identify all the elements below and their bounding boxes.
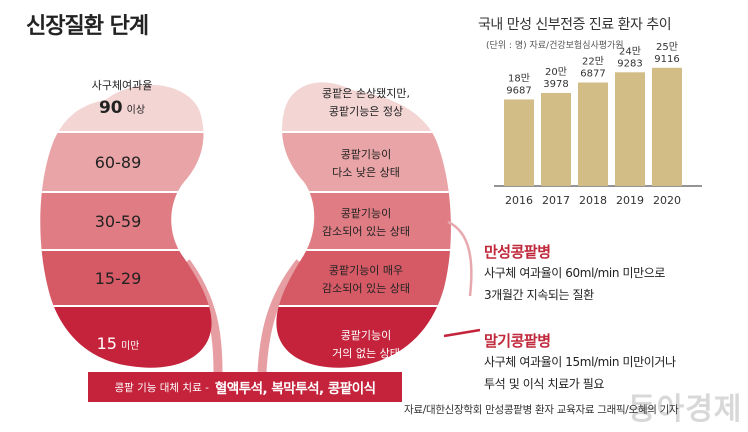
right-band-divider (276, 249, 451, 251)
right-stage-line: 콩팥기능이 (341, 329, 392, 342)
chronic-bracket (447, 220, 473, 297)
credit-line: 자료/대한신장학회 만성콩팥병 환자 교육자료 그래픽/오혜의 기자 (404, 404, 679, 416)
chart-bar (504, 99, 534, 186)
left-band-divider (40, 249, 212, 251)
chart-value-label: 20만 (545, 66, 567, 78)
right-stage-line: 콩팥은 손상됐지만, (322, 87, 410, 100)
left-band-divider (40, 191, 212, 193)
page-title: 신장질환 단계 (26, 14, 149, 39)
left-stage-value: 30-59 (95, 212, 142, 231)
right-stage-line: 거의 없는 상태 (332, 347, 400, 360)
left-stage-caption: 사구체여과율 (92, 79, 153, 92)
chart-category-label: 2020 (653, 194, 681, 207)
chart-bar (541, 92, 571, 186)
chart-category-label: 2017 (542, 194, 570, 207)
terminal-desc-1: 사구체 여과율이 15ml/min 미만이거나 (484, 355, 676, 369)
right-stage-band (276, 132, 451, 192)
chart-value-label: 25만 (656, 41, 678, 53)
chart-bar (578, 82, 608, 186)
right-stage-line: 콩팥기능이 (341, 148, 392, 161)
left-band-divider (40, 131, 212, 133)
chart-value-label: 24만 (619, 45, 641, 57)
chart-category-label: 2019 (616, 194, 644, 207)
left-stage-value: 60-89 (95, 153, 142, 172)
chart-value-label: 9687 (506, 85, 531, 96)
watermark: 동아경제 (628, 392, 743, 427)
chart-value-label: 9116 (654, 54, 679, 65)
treatment-bar-options: 혈액투석, 복막투석, 콩팥이식 (214, 381, 376, 397)
right-stage-line: 다소 낮은 상태 (332, 166, 400, 179)
chronic-desc-1: 사구체 여과율이 60ml/min 미만으로 (484, 266, 666, 280)
chart-title: 국내 만성 신부전증 진료 환자 추이 (478, 17, 672, 33)
right-kidney (276, 82, 451, 368)
right-stage-line: 감소되어 있는 상태 (322, 225, 410, 238)
chart-category-label: 2018 (579, 194, 607, 207)
chart-unit: (단위 : 명) 자료/건강보험심사평가원 (486, 41, 624, 51)
left-stage-band (40, 250, 212, 306)
right-band-divider (276, 191, 451, 193)
treatment-bar: 콩팥 기능 대체 치료 - 혈액투석, 복막투석, 콩팥이식 (88, 372, 402, 402)
right-stage-line: 콩팥기능은 정상 (329, 105, 403, 118)
right-stage-line: 콩팥기능이 매우 (329, 264, 403, 277)
chart-category-label: 2016 (505, 194, 533, 207)
right-ureter (257, 259, 304, 373)
terminal-title: 말기콩팥병 (484, 332, 551, 350)
chart-value-label: 22만 (582, 56, 604, 68)
chronic-desc-2: 3개월간 지속되는 질환 (484, 288, 594, 302)
left-stage-band (40, 132, 212, 192)
terminal-bracket (443, 328, 481, 338)
treatment-bar-prefix: 콩팥 기능 대체 치료 - (114, 381, 209, 394)
chart-value-label: 6877 (580, 69, 605, 80)
right-band-divider (276, 305, 451, 307)
right-stage-line: 콩팥기능이 (341, 207, 392, 220)
left-stage-value: 15-29 (95, 269, 142, 288)
chart-bar (615, 72, 645, 186)
chart-value-label: 3978 (543, 79, 568, 90)
chronic-title: 만성콩팥병 (484, 243, 551, 261)
terminal-desc-2: 투석 및 이식 치료가 필요 (484, 377, 605, 391)
right-stage-band (276, 250, 451, 306)
chart-value-label: 9283 (617, 58, 642, 69)
chart-value-label: 18만 (508, 72, 530, 84)
chart-bar (652, 67, 682, 186)
right-stage-line: 감소되어 있는 상태 (322, 282, 410, 295)
right-band-divider (276, 131, 451, 133)
left-band-divider (40, 305, 212, 307)
